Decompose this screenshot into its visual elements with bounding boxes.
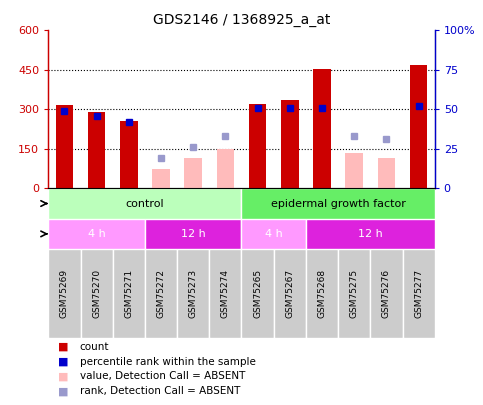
Bar — [281, 100, 298, 188]
Text: 4 h: 4 h — [265, 229, 283, 239]
Text: count: count — [80, 342, 109, 352]
Bar — [88, 112, 105, 188]
FancyBboxPatch shape — [177, 249, 209, 338]
Text: ■: ■ — [58, 356, 69, 367]
Bar — [410, 64, 427, 188]
FancyBboxPatch shape — [81, 249, 113, 338]
Text: ■: ■ — [58, 342, 69, 352]
Text: GSM75276: GSM75276 — [382, 269, 391, 318]
Text: GSM75270: GSM75270 — [92, 269, 101, 318]
Text: GSM75271: GSM75271 — [124, 269, 133, 318]
Bar — [249, 104, 267, 188]
Text: GSM75272: GSM75272 — [156, 269, 166, 318]
Text: 12 h: 12 h — [181, 229, 206, 239]
FancyBboxPatch shape — [48, 219, 145, 249]
Bar — [216, 149, 234, 188]
Text: GSM75267: GSM75267 — [285, 269, 294, 318]
FancyBboxPatch shape — [48, 188, 242, 219]
FancyBboxPatch shape — [370, 249, 402, 338]
Text: GSM75269: GSM75269 — [60, 269, 69, 318]
Bar — [152, 168, 170, 188]
FancyBboxPatch shape — [242, 249, 274, 338]
FancyBboxPatch shape — [242, 188, 435, 219]
Text: GSM75274: GSM75274 — [221, 269, 230, 318]
Bar — [120, 121, 138, 188]
Text: value, Detection Call = ABSENT: value, Detection Call = ABSENT — [80, 371, 245, 382]
FancyBboxPatch shape — [145, 219, 242, 249]
FancyBboxPatch shape — [274, 249, 306, 338]
Bar — [185, 158, 202, 188]
Bar — [345, 153, 363, 188]
FancyBboxPatch shape — [306, 219, 435, 249]
Text: ■: ■ — [58, 371, 69, 382]
Text: rank, Detection Call = ABSENT: rank, Detection Call = ABSENT — [80, 386, 240, 396]
Title: GDS2146 / 1368925_a_at: GDS2146 / 1368925_a_at — [153, 13, 330, 27]
Bar — [313, 68, 331, 188]
Text: GSM75275: GSM75275 — [350, 269, 359, 318]
Text: GSM75277: GSM75277 — [414, 269, 423, 318]
FancyBboxPatch shape — [338, 249, 370, 338]
FancyBboxPatch shape — [48, 249, 81, 338]
Text: ■: ■ — [58, 386, 69, 396]
Text: GSM75265: GSM75265 — [253, 269, 262, 318]
Text: 4 h: 4 h — [88, 229, 105, 239]
FancyBboxPatch shape — [209, 249, 242, 338]
FancyBboxPatch shape — [402, 249, 435, 338]
Text: percentile rank within the sample: percentile rank within the sample — [80, 356, 256, 367]
FancyBboxPatch shape — [242, 219, 306, 249]
Text: 12 h: 12 h — [358, 229, 383, 239]
Text: control: control — [126, 198, 164, 209]
Text: GSM75268: GSM75268 — [317, 269, 327, 318]
Bar — [378, 158, 395, 188]
FancyBboxPatch shape — [306, 249, 338, 338]
FancyBboxPatch shape — [113, 249, 145, 338]
Bar — [56, 105, 73, 188]
Text: epidermal growth factor: epidermal growth factor — [270, 198, 406, 209]
FancyBboxPatch shape — [145, 249, 177, 338]
Text: GSM75273: GSM75273 — [189, 269, 198, 318]
